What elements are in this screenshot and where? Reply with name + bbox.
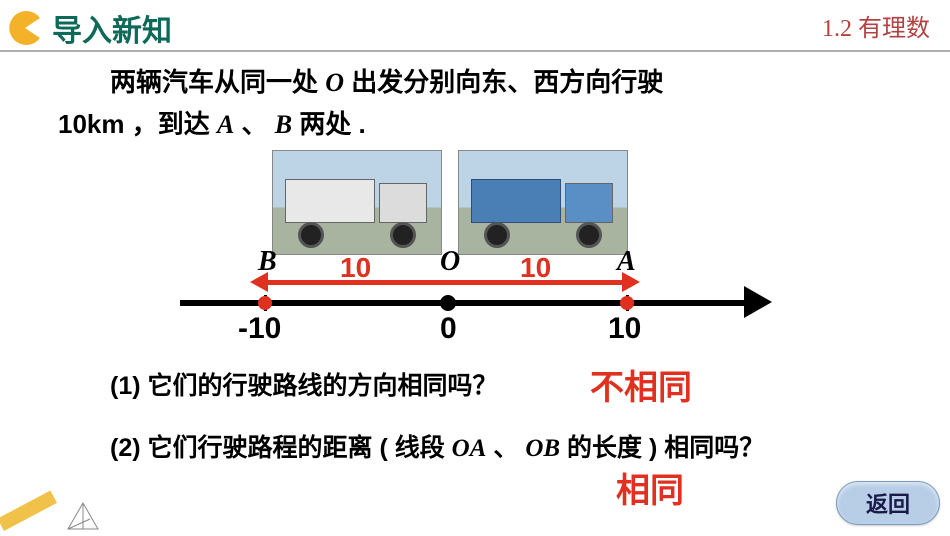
intro-mid: 、 — [234, 109, 274, 139]
question-2: (2) 它们行驶路程的距离 ( 线段 OA 、 OB 的长度 ) 相同吗？ — [110, 430, 890, 467]
q2-OB: OB — [525, 435, 560, 462]
intro-line1-post: 出发分别向东、西方向行驶 — [344, 67, 663, 97]
header-title: 导入新知 — [52, 6, 172, 50]
nl-num-neg10: -10 — [238, 312, 281, 346]
tetrahedron-icon — [66, 501, 100, 531]
q2-mid: 、 — [486, 434, 525, 462]
point-B-label: B — [275, 110, 292, 139]
answer-1: 不相同 — [590, 360, 692, 409]
red-segment — [265, 280, 625, 285]
intro-line1-pre: 两辆汽车从同一处 — [110, 67, 325, 97]
intro-line2-post: 两处 . — [292, 109, 366, 139]
intro-text: 两辆汽车从同一处 O 出发分别向东、西方向行驶 10km ，到达 A 、 B 两… — [58, 62, 910, 145]
slide-header: 导入新知 1.2 有理数 — [0, 6, 950, 48]
q2-OA: OA — [452, 435, 487, 462]
number-line: B O A 10 10 -10 0 10 — [180, 258, 770, 348]
nl-num-zero: 0 — [440, 312, 457, 346]
dot-B — [258, 296, 272, 310]
question-1: (1) 它们的行驶路线的方向相同吗？ — [110, 368, 890, 404]
return-button[interactable]: 返回 — [836, 481, 940, 525]
corner-decoration — [4, 501, 100, 531]
red-arrow-left-icon — [250, 272, 268, 292]
dot-O — [440, 295, 456, 311]
point-O-label: O — [325, 68, 344, 97]
nl-label-O: O — [440, 246, 460, 278]
header-left: 导入新知 — [0, 6, 950, 50]
header-underline — [0, 50, 950, 52]
answer-2: 相同 — [616, 463, 684, 512]
truck-image-left — [272, 150, 442, 255]
red-arrow-right-icon — [622, 272, 640, 292]
axis-arrow-icon — [744, 286, 772, 318]
intro-line2-pre: 10km ，到达 — [58, 109, 217, 139]
truck-image-right — [458, 150, 628, 255]
ruler-icon — [0, 490, 57, 531]
q2-post: 的长度 ) 相同吗？ — [560, 434, 764, 462]
q2-pre: (2) 它们行驶路程的距离 ( 线段 — [110, 434, 452, 462]
return-button-label: 返回 — [866, 487, 910, 519]
nl-num-pos10: 10 — [608, 312, 641, 346]
point-A-label: A — [217, 110, 234, 139]
pacman-icon — [8, 11, 42, 45]
q1-text: (1) 它们的行驶路线的方向相同吗？ — [110, 372, 498, 400]
header-chapter-label: 1.2 有理数 — [822, 8, 930, 43]
dot-A — [620, 296, 634, 310]
